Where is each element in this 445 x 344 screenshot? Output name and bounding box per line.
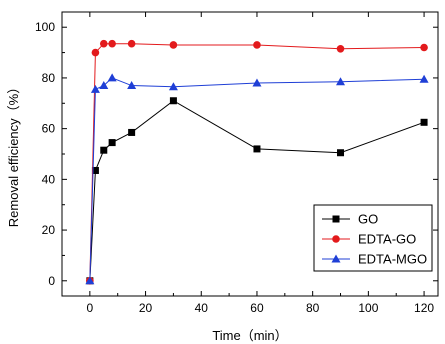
data-point — [336, 44, 345, 53]
data-point — [99, 81, 109, 90]
data-point — [127, 81, 137, 90]
legend: GO EDTA-GO EDTA-MGO — [313, 204, 433, 272]
legend-marker — [331, 254, 341, 263]
y-tick-label: 0 — [48, 274, 55, 288]
x-axis-title: Time（min） — [212, 328, 287, 343]
x-tick-label: 40 — [195, 301, 209, 315]
y-tick-label: 100 — [35, 20, 55, 34]
data-point — [108, 139, 116, 147]
data-point — [107, 73, 117, 82]
x-tick-label: 100 — [358, 301, 378, 315]
data-point — [90, 84, 100, 93]
legend-entry: EDTA-GO — [322, 232, 416, 247]
data-point — [419, 74, 429, 83]
data-point — [169, 97, 177, 105]
data-point — [420, 43, 428, 52]
data-point — [127, 39, 136, 48]
y-tick-label: 60 — [42, 122, 56, 136]
legend-marker — [332, 235, 340, 243]
data-point — [337, 149, 345, 157]
axes: 0 20 40 60 80 100 120 0 20 40 60 80 100 — [35, 11, 439, 315]
legend-entry: EDTA-MGO — [322, 252, 427, 267]
y-tick-label: 20 — [42, 223, 56, 237]
x-tick-label: 0 — [87, 301, 94, 315]
series-layer — [85, 39, 429, 285]
series-edta-go — [86, 39, 428, 285]
x-tick-label: 20 — [139, 301, 153, 315]
data-point — [253, 145, 261, 153]
data-point — [85, 276, 95, 285]
data-point — [253, 41, 261, 49]
data-point — [420, 118, 428, 126]
data-point — [128, 128, 136, 136]
series-edta-mgo — [85, 73, 429, 285]
data-point — [100, 146, 108, 154]
x-tick-label: 60 — [250, 301, 264, 315]
x-tick-label: 80 — [306, 301, 320, 315]
data-point — [108, 39, 116, 48]
data-point — [336, 77, 346, 86]
y-tick-label: 80 — [42, 71, 56, 85]
y-tick-label: 40 — [42, 172, 56, 186]
y-axis-title: Removal efficiency（%） — [6, 81, 21, 227]
data-point — [252, 78, 262, 87]
data-point — [168, 82, 178, 91]
data-point — [91, 166, 99, 174]
legend-label: EDTA-GO — [358, 232, 416, 247]
data-point — [99, 39, 108, 48]
legend-entry: GO — [322, 212, 378, 227]
series-go — [86, 97, 428, 285]
x-tick-label: 120 — [414, 301, 434, 315]
legend-marker — [332, 215, 340, 223]
legend-label: GO — [358, 212, 378, 227]
data-point — [169, 41, 178, 49]
data-point — [91, 48, 100, 57]
legend-label: EDTA-MGO — [358, 252, 427, 267]
